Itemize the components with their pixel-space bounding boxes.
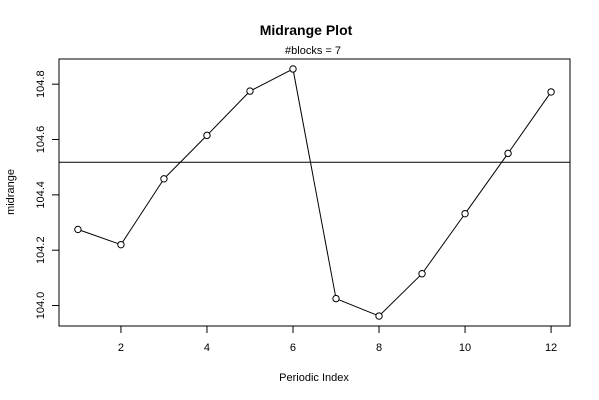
- x-tick-label: 6: [290, 342, 296, 354]
- y-tick-label: 104.8: [35, 70, 47, 98]
- y-axis-label: midrange: [5, 169, 17, 215]
- data-point: [203, 131, 211, 140]
- data-point: [117, 240, 125, 249]
- x-tick-label: 8: [376, 342, 382, 354]
- y-tick-label: 104.6: [35, 126, 47, 154]
- data-point: [418, 270, 426, 278]
- y-tick-label: 104.2: [35, 236, 47, 264]
- series-line-segment: [338, 299, 377, 316]
- data-point: [461, 209, 469, 218]
- series-line-segment: [509, 94, 550, 152]
- data-point: [375, 312, 383, 320]
- data-point: [160, 175, 168, 183]
- series-line-segment: [252, 69, 291, 91]
- data-point: [74, 225, 82, 234]
- series-line-segment: [293, 72, 336, 296]
- x-tick-label: 12: [545, 342, 557, 354]
- x-tick-label: 4: [204, 342, 210, 354]
- data-point: [289, 65, 297, 73]
- plot-layer: 2 4 6 8 10 12 104.0 104.2 104.4 104.6 104.8: [35, 58, 571, 354]
- series-line-segment: [80, 230, 119, 245]
- chart-subtitle: #blocks = 7: [285, 45, 341, 57]
- data-point: [332, 294, 340, 303]
- data-point: [547, 88, 555, 96]
- plot-frame: [58, 58, 571, 327]
- series-line-segment: [165, 137, 206, 177]
- x-tick-label: 10: [459, 342, 471, 354]
- series-line-segment: [380, 275, 421, 315]
- chart-title: Midrange Plot: [260, 22, 353, 38]
- series-line-segment: [122, 181, 163, 243]
- x-tick-label: 2: [118, 342, 124, 354]
- y-tick-label: 104.0: [35, 292, 47, 320]
- y-tick-label: 104.4: [35, 181, 47, 209]
- series-line-segment: [208, 93, 249, 134]
- series-line-segment: [423, 215, 464, 272]
- data-point: [246, 87, 254, 95]
- series-line-segment: [466, 155, 507, 212]
- x-axis-label: Periodic Index: [279, 372, 349, 384]
- data-point: [504, 149, 512, 158]
